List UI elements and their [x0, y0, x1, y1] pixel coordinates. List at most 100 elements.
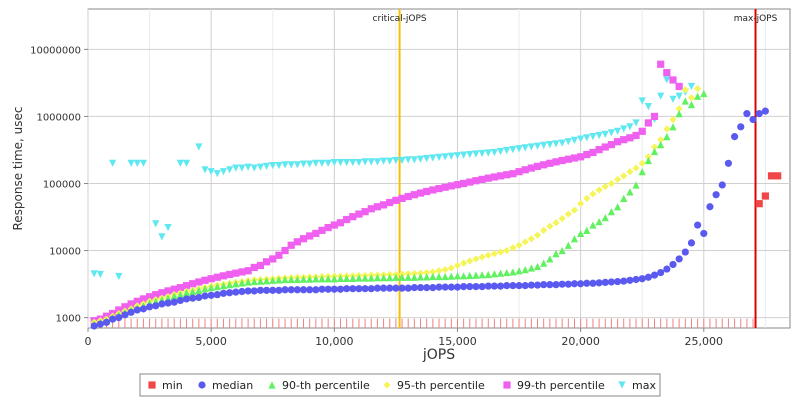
legend-item-p95: 95-th percentile [383, 379, 485, 392]
y-tick-label: 100000 [43, 179, 81, 190]
point-p90 [570, 235, 579, 243]
point-median [460, 283, 468, 291]
point-p90 [410, 273, 418, 281]
point-median [490, 282, 499, 290]
point-max [460, 151, 468, 159]
point-max [410, 156, 418, 164]
point-median [145, 303, 154, 311]
point-p90 [478, 271, 486, 279]
point-max [509, 146, 517, 154]
point-p90 [435, 272, 443, 281]
point-p90 [336, 274, 345, 282]
point-max [318, 159, 326, 167]
point-p95 [694, 85, 702, 93]
point-median [189, 294, 197, 302]
point-median [213, 291, 221, 299]
point-p90 [632, 181, 640, 189]
vertical-line-label: critical-jOPS [373, 14, 427, 24]
point-median [546, 281, 554, 289]
legend-label-p90: 90-th percentile [282, 379, 370, 392]
point-max [552, 140, 560, 148]
point-p90 [521, 265, 529, 274]
point-p99 [620, 136, 628, 144]
point-max [669, 95, 677, 103]
point-max [429, 154, 437, 162]
point-max [238, 164, 246, 172]
point-p95 [509, 244, 517, 252]
point-median [626, 276, 634, 284]
point-p90 [509, 268, 517, 276]
point-p99 [219, 272, 228, 280]
legend-label-p99: 99-th percentile [517, 379, 605, 392]
point-p90 [607, 208, 616, 216]
point-p99 [540, 161, 548, 169]
point-median [182, 295, 191, 303]
point-p90 [250, 277, 258, 286]
point-p99 [133, 297, 141, 305]
point-p90 [638, 168, 646, 176]
point-median [269, 286, 277, 294]
point-median [564, 280, 572, 288]
point-p95 [527, 235, 535, 243]
point-p95 [644, 153, 652, 161]
series-median [90, 107, 769, 330]
point-median [515, 282, 523, 290]
point-max [540, 141, 548, 149]
point-median [416, 284, 425, 292]
legend-box [139, 373, 661, 397]
point-max [139, 159, 148, 167]
point-max [515, 145, 523, 153]
point-p95 [546, 222, 554, 230]
point-max [632, 119, 640, 127]
point-p99 [269, 255, 277, 263]
point-p95 [595, 186, 603, 194]
point-p90 [232, 280, 240, 288]
point-p99 [583, 150, 591, 159]
point-min [761, 192, 769, 200]
point-p90 [620, 194, 628, 202]
y-tick-label: 1000 [56, 314, 81, 325]
point-median [244, 287, 252, 295]
point-max [570, 136, 579, 144]
point-median [730, 133, 739, 141]
point-p95 [577, 200, 585, 208]
point-max [638, 97, 646, 105]
point-max [244, 163, 252, 171]
point-median [121, 311, 129, 319]
point-median [404, 284, 412, 292]
point-p90 [262, 277, 271, 285]
point-max [343, 158, 351, 167]
point-p95 [533, 231, 542, 239]
point-median [90, 322, 98, 330]
point-max [90, 270, 98, 278]
point-median [109, 315, 117, 323]
point-max [355, 158, 363, 167]
point-p99 [226, 270, 234, 279]
point-p95 [447, 264, 455, 272]
point-p90 [577, 229, 585, 238]
point-median [595, 279, 603, 287]
point-max [601, 130, 609, 138]
point-p90 [306, 275, 314, 283]
series-p99 [90, 60, 683, 325]
point-p90 [423, 273, 431, 281]
point-p99 [564, 155, 572, 163]
point-p90 [663, 133, 671, 141]
point-p90 [293, 275, 301, 284]
point-p90 [447, 272, 455, 280]
point-max [281, 161, 289, 169]
point-median [503, 282, 511, 290]
point-p99 [527, 164, 535, 172]
legend-item-median: median [198, 379, 253, 392]
point-median [675, 255, 683, 263]
point-max [423, 155, 431, 163]
point-median [478, 283, 486, 291]
point-max [176, 159, 184, 167]
series-min [755, 172, 782, 208]
point-p90 [275, 276, 283, 284]
point-p95 [540, 226, 548, 234]
point-max [201, 166, 209, 174]
point-max [182, 159, 191, 167]
point-p90 [472, 271, 480, 279]
point-max [589, 133, 597, 141]
